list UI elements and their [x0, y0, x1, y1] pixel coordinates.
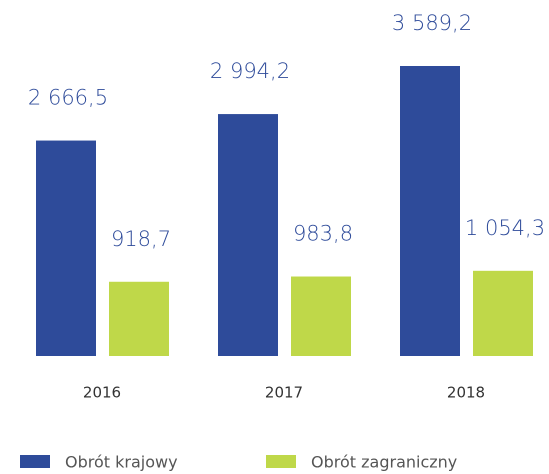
- value-label: 983,8: [293, 222, 353, 246]
- x-tick-label: 2017: [265, 384, 303, 402]
- bar: [400, 66, 460, 356]
- value-label: 2 666,5: [28, 86, 108, 110]
- x-tick-label: 2016: [83, 384, 121, 402]
- bar: [36, 140, 96, 356]
- bar: [109, 281, 169, 356]
- legend-swatch: [266, 455, 296, 468]
- bar: [473, 270, 533, 356]
- value-label: 1 054,3: [465, 216, 545, 240]
- value-label: 3 589,2: [392, 11, 472, 35]
- value-label: 918,7: [111, 227, 171, 251]
- legend-label: Obrót zagraniczny: [311, 453, 457, 472]
- x-tick-label: 2018: [447, 384, 485, 402]
- bar: [291, 276, 351, 356]
- value-label: 2 994,2: [210, 59, 290, 83]
- legend-label: Obrót krajowy: [65, 453, 178, 472]
- bar: [218, 114, 278, 356]
- legend-swatch: [20, 455, 50, 468]
